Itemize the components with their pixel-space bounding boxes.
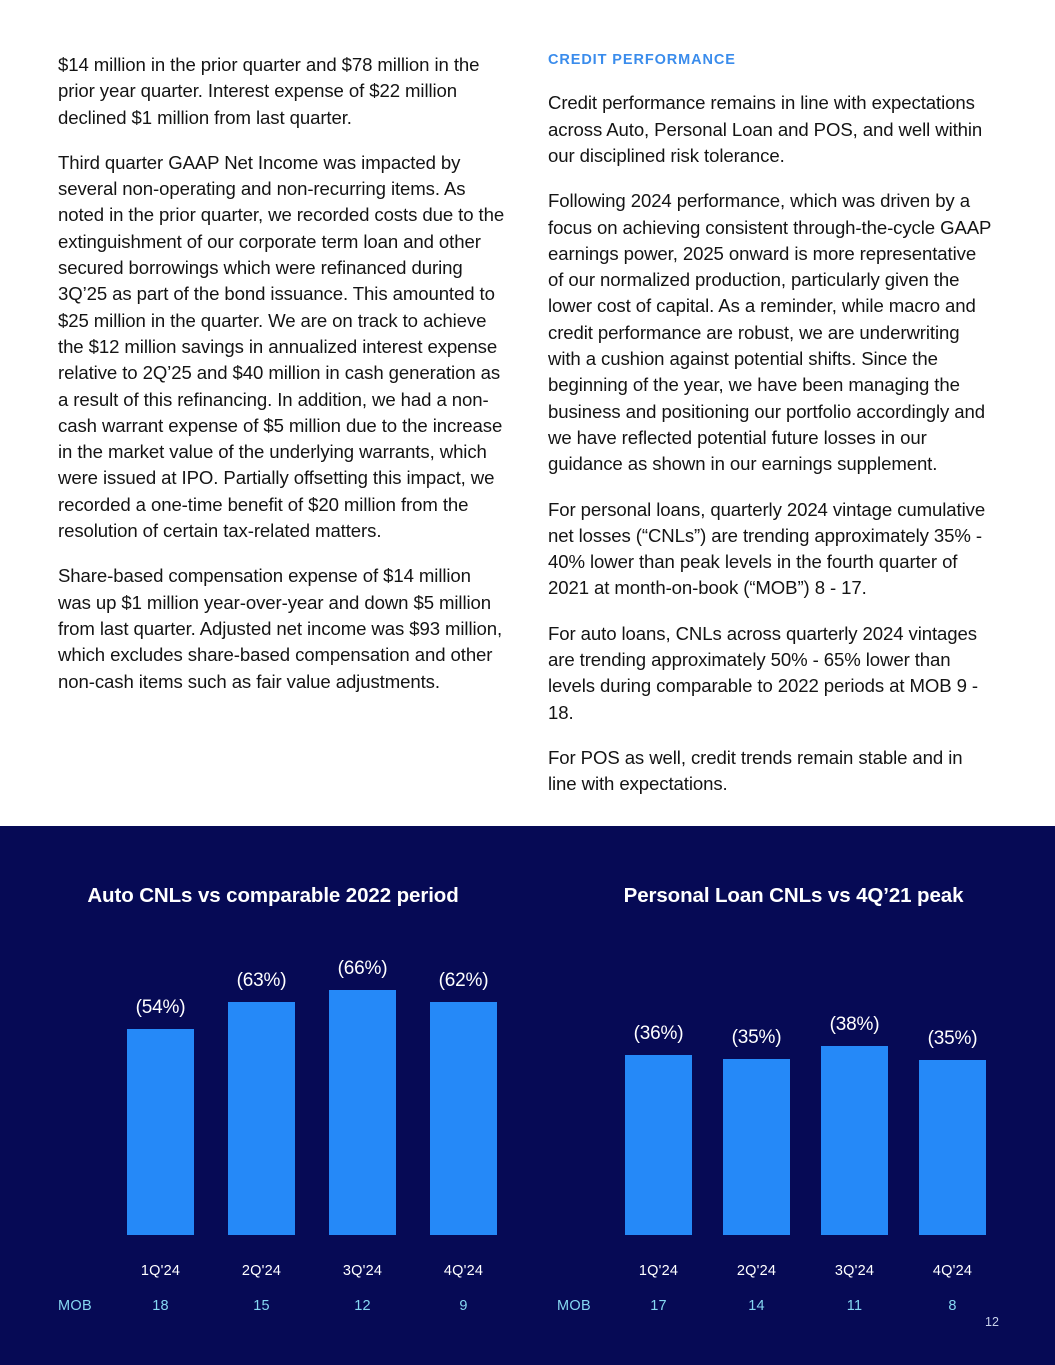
paragraph: Credit performance remains in line with … (548, 92, 983, 166)
bar-value-label: (63%) (236, 970, 287, 991)
mob-value: 18 (152, 1298, 169, 1314)
chart-personal-loan-cnls: Personal Loan CNLs vs 4Q’21 peak (36%) (3… (528, 826, 1055, 1365)
right-text-column: CREDIT PERFORMANCE Credit performance re… (548, 52, 995, 798)
section-heading-credit-performance: CREDIT PERFORMANCE (548, 52, 736, 68)
bar-group: (63%) (228, 970, 295, 1235)
bar (919, 1060, 986, 1235)
bar (228, 1002, 295, 1235)
bar-value-label: (54%) (135, 997, 186, 1018)
bar (821, 1046, 888, 1235)
left-text-column: $14 million in the prior quarter and $78… (58, 52, 505, 695)
mob-value: 12 (354, 1298, 371, 1314)
page-number: 12 (985, 1315, 999, 1329)
bar-value-label: (62%) (438, 970, 489, 991)
x-axis-tick-label: 2Q'24 (736, 1263, 777, 1279)
bar-group: (35%) (919, 1028, 986, 1235)
paragraph: $14 million in the prior quarter and $78… (58, 54, 480, 128)
plot-area-personal-loan: (36%) (35%) (38%) (35%) (528, 826, 1055, 1365)
paragraph: Share-based compensation expense of $14 … (58, 565, 503, 692)
mob-value: 8 (948, 1298, 957, 1314)
bar-group: (36%) (625, 1023, 692, 1235)
text-area: $14 million in the prior quarter and $78… (58, 52, 995, 798)
chart-title: Auto CNLs vs comparable 2022 period (87, 884, 459, 907)
paragraph: For auto loans, CNLs across quarterly 20… (548, 622, 979, 723)
x-axis-tick-label: 1Q'24 (638, 1263, 679, 1279)
bar-group: (62%) (430, 970, 497, 1235)
x-axis-tick-label: 4Q'24 (932, 1263, 973, 1279)
bar-value-label: (35%) (731, 1027, 782, 1048)
mob-value: 15 (253, 1298, 270, 1314)
bar-value-label: (66%) (337, 958, 388, 979)
bar-value-label: (38%) (829, 1014, 880, 1035)
mob-value: 11 (846, 1298, 863, 1314)
bar-group: (35%) (723, 1027, 790, 1235)
paragraph: For POS as well, credit trends remain st… (548, 746, 963, 795)
x-axis-tick-label: 3Q'24 (342, 1263, 383, 1279)
x-axis-tick-label: 3Q'24 (834, 1263, 875, 1279)
mob-axis-label: MOB (557, 1298, 591, 1314)
x-axis-tick-label: 1Q'24 (140, 1263, 181, 1279)
bar (430, 1002, 497, 1235)
chart-title: Personal Loan CNLs vs 4Q’21 peak (623, 884, 964, 907)
paragraph: Following 2024 performance, which was dr… (548, 190, 992, 475)
x-axis-tick-label: 4Q'24 (443, 1263, 484, 1279)
mob-value: 14 (748, 1298, 765, 1314)
bar-group: (66%) (329, 958, 396, 1235)
paragraph: For personal loans, quarterly 2024 vinta… (548, 498, 986, 599)
bar (723, 1059, 790, 1235)
bar-group: (38%) (821, 1014, 888, 1235)
mob-value: 17 (650, 1298, 667, 1314)
mob-axis-label: MOB (58, 1298, 92, 1314)
x-axis-tick-label: 2Q'24 (241, 1263, 282, 1279)
paragraph: Third quarter GAAP Net Income was impact… (58, 151, 505, 542)
mob-value: 9 (459, 1298, 468, 1314)
bar (329, 990, 396, 1235)
plot-area-auto: (54%) (63%) (66%) (62%) (0, 826, 530, 1365)
bar (127, 1029, 194, 1235)
bar (625, 1055, 692, 1235)
bar-value-label: (35%) (927, 1028, 978, 1049)
bar-group: (54%) (127, 997, 194, 1235)
chart-auto-cnls: Auto CNLs vs comparable 2022 period (54%… (0, 826, 530, 1365)
bar-value-label: (36%) (633, 1023, 684, 1044)
chart-panel: Auto CNLs vs comparable 2022 period (54%… (0, 826, 1055, 1365)
